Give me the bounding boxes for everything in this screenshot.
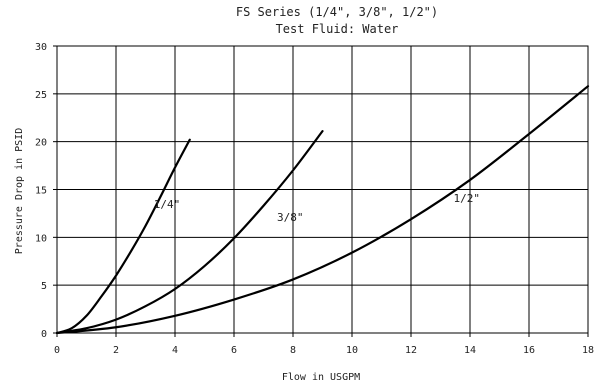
x-tick-label: 4 <box>172 345 178 356</box>
series-label-three-eighths-inch: 3/8" <box>277 211 304 224</box>
x-tick-label: 2 <box>113 345 119 356</box>
x-tick-label: 18 <box>582 345 594 356</box>
y-tick-label: 0 <box>41 329 47 340</box>
x-tick-label: 8 <box>290 345 296 356</box>
series-line-three-eighths-inch <box>55 130 324 335</box>
y-tick-label: 20 <box>35 138 47 149</box>
series-line-half-inch <box>55 85 590 335</box>
y-tick-label: 15 <box>35 186 47 197</box>
x-tick-label: 16 <box>523 345 535 356</box>
chart-title: FS Series (1/4", 3/8", 1/2") <box>236 5 438 19</box>
y-tick-label: 30 <box>35 42 47 53</box>
y-tick-label: 10 <box>35 233 47 244</box>
series-label-quarter-inch: 1/4" <box>154 198 181 211</box>
plot-frame <box>56 45 589 334</box>
chart-subtitle: Test Fluid: Water <box>276 22 399 36</box>
y-tick-label: 25 <box>35 90 47 101</box>
x-tick-label: 12 <box>405 345 417 356</box>
series-line-quarter-inch <box>55 138 191 335</box>
grid-layer <box>53 45 589 337</box>
tick-layer: 0 2 4 6 8 10 12 14 16 18 0 5 10 15 20 25 30 <box>35 42 594 356</box>
x-axis-label: Flow in USGPM <box>282 372 360 383</box>
series-label-half-inch: 1/2" <box>454 192 481 205</box>
y-axis-label: Pressure Drop in PSID <box>14 128 25 254</box>
x-tick-label: 10 <box>346 345 358 356</box>
x-tick-label: 0 <box>54 345 60 356</box>
x-tick-label: 6 <box>231 345 237 356</box>
curve-layer <box>55 85 590 335</box>
series-label-layer: 1/4" 3/8" 1/2" <box>154 192 480 224</box>
y-tick-label: 5 <box>41 281 47 292</box>
x-tick-label: 14 <box>464 345 476 356</box>
